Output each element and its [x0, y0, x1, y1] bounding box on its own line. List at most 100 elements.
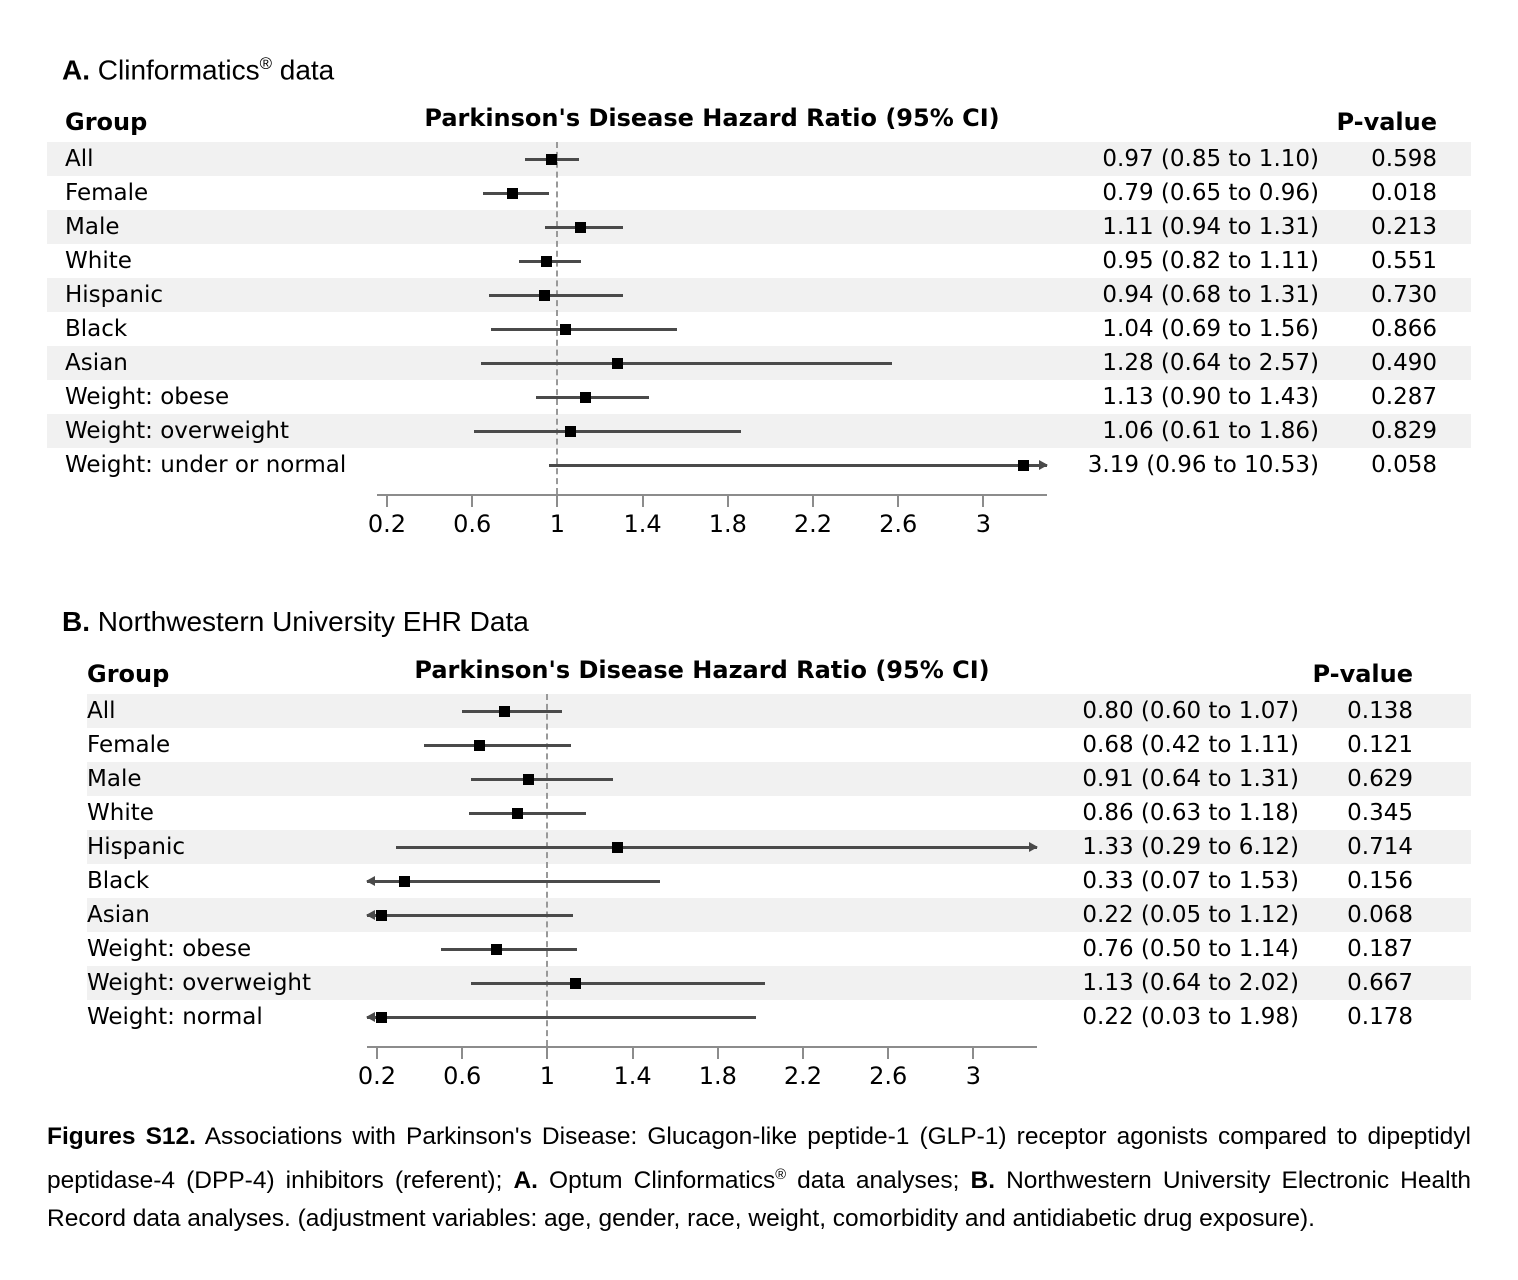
- ci-arrow-right: [1039, 460, 1048, 471]
- point-marker: [541, 255, 553, 267]
- point-marker: [375, 909, 387, 921]
- text-segment: A.: [513, 1167, 538, 1195]
- forest-plot-cell: [366, 898, 1037, 932]
- ci-arrow-left: [366, 1012, 375, 1023]
- group-label: Male: [65, 214, 120, 241]
- forest-plot-cell: [377, 448, 1048, 482]
- point-marker: [569, 977, 581, 989]
- forest-plot-cell: [366, 864, 1037, 898]
- x-axis-tick: [982, 496, 985, 508]
- ci-text: 0.95 (0.82 to 1.11): [1102, 248, 1319, 275]
- point-marker: [1018, 459, 1030, 471]
- forest-plot-cell: [367, 966, 1037, 1000]
- p-value: 0.187: [1347, 936, 1413, 963]
- column-header-pvalue: P-value: [1336, 108, 1437, 137]
- forest-plot-cell: [377, 414, 1047, 448]
- panel-a: A. Clinformatics® data Group Parkinson's…: [47, 54, 1471, 548]
- group-label: Weight: under or normal: [65, 452, 347, 479]
- p-value: 0.730: [1371, 282, 1437, 309]
- text-segment: Associations with Parkinson's Disease: G…: [47, 1123, 1472, 1195]
- text-segment: B.: [62, 606, 90, 638]
- text-segment: ®: [775, 1167, 787, 1184]
- ci-line: [440, 947, 578, 951]
- ci-text: 1.28 (0.64 to 2.57): [1102, 350, 1319, 377]
- ci-line: [470, 981, 765, 985]
- forest-plot-cell: [366, 1000, 1037, 1034]
- ci-line: [468, 811, 586, 815]
- p-value: 0.667: [1347, 970, 1413, 997]
- group-label: Weight: obese: [65, 384, 230, 411]
- text-segment: Northwestern University Electronic Healt…: [47, 1167, 1472, 1233]
- forest-row: Hispanic 0.94 (0.68 to 1.31) 0.730: [47, 278, 1471, 313]
- x-axis-tick-label: 1.4: [623, 510, 662, 539]
- point-marker: [564, 425, 576, 437]
- ci-text: 0.86 (0.63 to 1.18): [1082, 800, 1299, 827]
- panel-a-title: A. Clinformatics® data: [47, 54, 1471, 86]
- x-axis-tick-label: 0.2: [367, 510, 407, 539]
- p-value: 0.068: [1347, 902, 1413, 929]
- group-label: Weight: normal: [87, 1004, 263, 1031]
- table-header-row: Group Parkinson's Disease Hazard Ratio (…: [47, 104, 1471, 140]
- x-axis-tick: [972, 1048, 975, 1060]
- forest-plot-body: All 0.80 (0.60 to 1.07) 0.138 Female 0.68 (0…: [87, 694, 1471, 1047]
- p-value: 0.551: [1371, 248, 1437, 275]
- point-marker: [512, 807, 524, 819]
- x-axis-tick: [471, 496, 474, 508]
- reference-line: [546, 694, 549, 1047]
- ci-line: [470, 777, 614, 781]
- x-axis: 0.2 0.6 1 1.4 1.8 2.2 2.6 3: [368, 494, 1047, 548]
- forest-plot-cell: [367, 830, 1038, 864]
- p-value: 0.121: [1347, 732, 1413, 759]
- forest-row: All 0.97 (0.85 to 1.10) 0.598: [47, 142, 1471, 177]
- p-value: 0.490: [1371, 350, 1437, 377]
- forest-row: Asian 0.22 (0.05 to 1.12) 0.068: [87, 898, 1471, 933]
- forest-row: Weight: obese 0.76 (0.50 to 1.14) 0.187: [87, 932, 1471, 966]
- p-value: 0.598: [1371, 146, 1437, 173]
- forest-plot-cell: [367, 796, 1037, 830]
- column-header-hazard-ratio: Parkinson's Disease Hazard Ratio (95% CI…: [414, 656, 990, 685]
- ci-text: 0.91 (0.64 to 1.31): [1082, 766, 1299, 793]
- column-header-pvalue: P-value: [1312, 660, 1413, 689]
- text-segment: Optum Clinformatics: [537, 1167, 776, 1195]
- p-value: 0.156: [1347, 868, 1413, 895]
- p-value: 0.287: [1371, 384, 1437, 411]
- group-label: Black: [65, 316, 128, 343]
- ci-line: [423, 743, 571, 747]
- group-label: Female: [65, 180, 149, 207]
- forest-row: Black 1.04 (0.69 to 1.56) 0.866: [47, 312, 1471, 346]
- ci-line: [548, 463, 1047, 467]
- x-axis-tick-label: 1.4: [613, 1062, 652, 1091]
- p-value: 0.714: [1347, 834, 1413, 861]
- x-axis-tick-label: 1.8: [698, 1062, 737, 1091]
- text-segment: B.: [970, 1167, 996, 1195]
- ci-arrow-left: [366, 876, 375, 887]
- group-label: All: [65, 146, 94, 173]
- p-value: 0.213: [1371, 214, 1437, 241]
- forest-plot-cell: [377, 176, 1047, 210]
- x-axis-tick: [641, 496, 644, 508]
- text-segment: data analyses;: [786, 1167, 971, 1195]
- x-axis-tick: [376, 1048, 378, 1060]
- text-segment: A.: [62, 54, 90, 86]
- group-label: All: [87, 698, 116, 725]
- forest-plot-body: All 0.97 (0.85 to 1.10) 0.598 Female 0.79 (0…: [47, 142, 1471, 495]
- forest-row: Weight: overweight 1.06 (0.61 to 1.86) 0.8…: [47, 414, 1471, 449]
- panel-b: B. Northwestern University EHR Data Grou…: [62, 606, 1471, 1100]
- forest-row: Black 0.33 (0.07 to 1.53) 0.156: [87, 864, 1471, 898]
- forest-plot-cell: [367, 728, 1037, 762]
- ci-text: 0.68 (0.42 to 1.11): [1082, 732, 1299, 759]
- text-segment: ®: [259, 54, 272, 73]
- x-axis-tick: [716, 1048, 719, 1060]
- x-axis-tick-label: 1: [539, 1062, 556, 1091]
- ci-line: [491, 327, 677, 331]
- p-value: 0.629: [1347, 766, 1413, 793]
- forest-row: Female 0.68 (0.42 to 1.11) 0.121: [87, 728, 1471, 762]
- ci-line: [462, 709, 563, 713]
- forest-row: Asian 1.28 (0.64 to 2.57) 0.490: [47, 346, 1471, 381]
- ci-text: 1.06 (0.61 to 1.86): [1102, 418, 1319, 445]
- x-axis-tick-label: 2.6: [869, 1062, 908, 1091]
- ci-line: [480, 361, 892, 365]
- table-header-row: Group Parkinson's Disease Hazard Ratio (…: [87, 656, 1471, 692]
- point-marker: [612, 841, 624, 853]
